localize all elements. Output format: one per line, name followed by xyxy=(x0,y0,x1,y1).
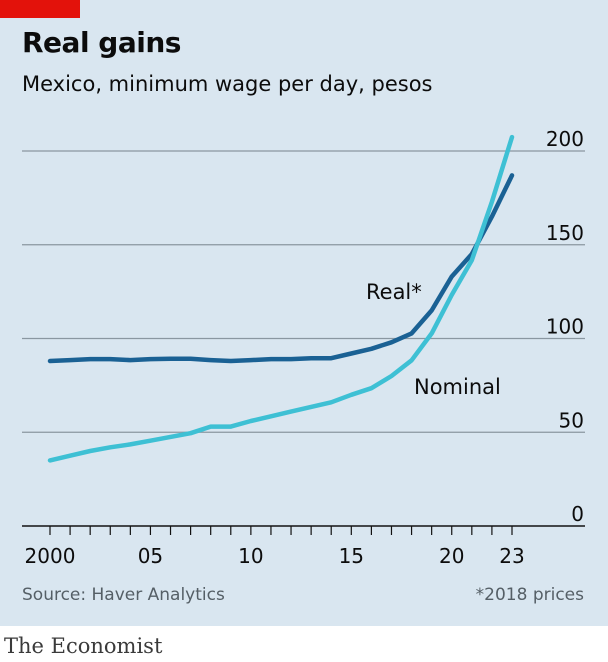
chart-subtitle: Mexico, minimum wage per day, pesos xyxy=(22,72,433,96)
footnote: *2018 prices xyxy=(475,585,584,605)
y-tick-label-100: 100 xyxy=(546,315,584,339)
series-label-nominal: Nominal xyxy=(414,375,501,399)
series-label-real: Real* xyxy=(366,280,422,304)
y-tick-label-0: 0 xyxy=(571,502,584,526)
x-axis: 2000 05 10 15 20 23 xyxy=(22,525,585,568)
x-tick-label-2000: 2000 xyxy=(25,544,76,568)
x-tick-label-10: 10 xyxy=(238,544,263,568)
x-tick-label-23: 23 xyxy=(499,544,524,568)
y-tick-labels: 0 50 100 150 200 xyxy=(546,127,584,526)
y-tick-label-50: 50 xyxy=(559,408,584,432)
x-tick-label-15: 15 xyxy=(339,544,364,568)
x-tick-label-20: 20 xyxy=(439,544,464,568)
chart-panel xyxy=(0,0,608,626)
series-lines xyxy=(47,134,515,463)
y-tick-label-200: 200 xyxy=(546,127,584,151)
series-labels: Real* Nominal xyxy=(366,280,501,399)
brand-red-tag xyxy=(0,0,80,18)
y-tick-label-150: 150 xyxy=(546,221,584,245)
chart-title: Real gains xyxy=(22,26,181,59)
line-chart: 0 50 100 150 200 2000 05 10 15 20 23 Real* Nomina… xyxy=(22,127,585,568)
gridlines xyxy=(22,150,585,433)
x-tick-label-05: 05 xyxy=(138,544,163,568)
source-note: Source: Haver Analytics xyxy=(22,585,225,605)
series-line-real xyxy=(47,173,515,364)
publisher-logo: The Economist xyxy=(4,634,163,658)
series-line-nominal xyxy=(47,134,515,463)
